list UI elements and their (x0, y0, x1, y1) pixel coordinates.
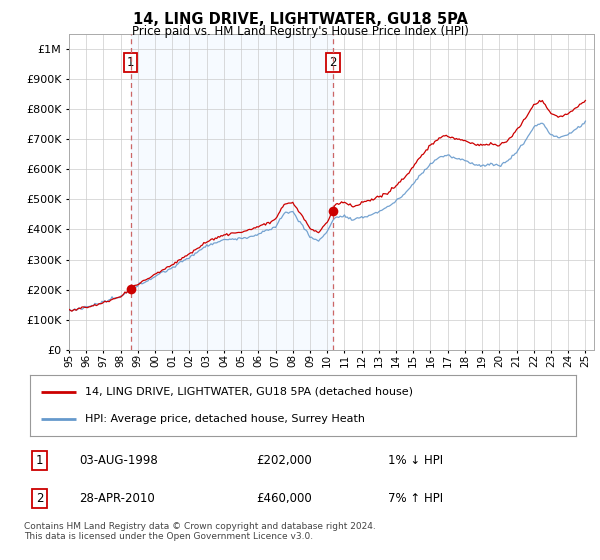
Text: Contains HM Land Registry data © Crown copyright and database right 2024.
This d: Contains HM Land Registry data © Crown c… (24, 522, 376, 542)
Text: 7% ↑ HPI: 7% ↑ HPI (388, 492, 443, 505)
Text: HPI: Average price, detached house, Surrey Heath: HPI: Average price, detached house, Surr… (85, 414, 365, 424)
Text: 2: 2 (36, 492, 43, 505)
Text: 03-AUG-1998: 03-AUG-1998 (79, 454, 158, 467)
Text: 28-APR-2010: 28-APR-2010 (79, 492, 155, 505)
Text: 1% ↓ HPI: 1% ↓ HPI (388, 454, 443, 467)
Bar (131, 34, 333, 350)
Text: £460,000: £460,000 (256, 492, 311, 505)
Text: 1: 1 (127, 56, 134, 69)
Text: 2: 2 (329, 56, 337, 69)
Text: Price paid vs. HM Land Registry's House Price Index (HPI): Price paid vs. HM Land Registry's House … (131, 25, 469, 38)
Text: 14, LING DRIVE, LIGHTWATER, GU18 5PA: 14, LING DRIVE, LIGHTWATER, GU18 5PA (133, 12, 467, 27)
Text: £202,000: £202,000 (256, 454, 311, 467)
Text: 14, LING DRIVE, LIGHTWATER, GU18 5PA (detached house): 14, LING DRIVE, LIGHTWATER, GU18 5PA (de… (85, 386, 413, 396)
Text: 1: 1 (36, 454, 43, 467)
